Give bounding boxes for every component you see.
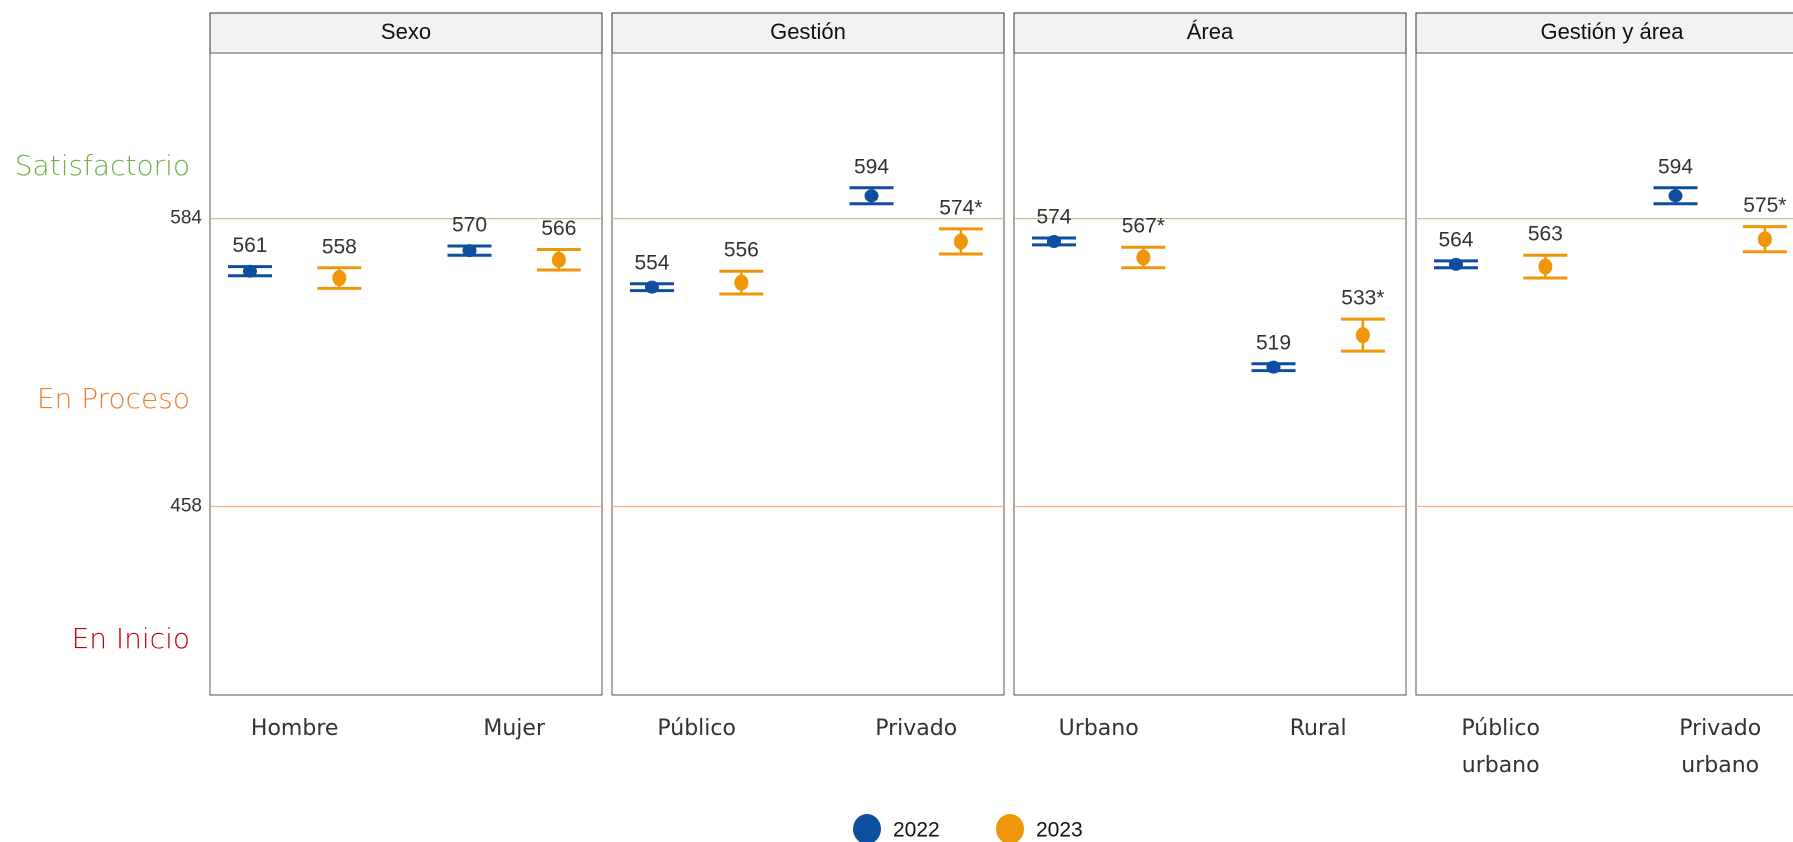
point — [644, 280, 659, 294]
panel-title: Área — [1187, 19, 1234, 44]
x-label-box: Hombre — [250, 716, 339, 741]
point — [864, 189, 879, 203]
data-label: 558 — [322, 235, 357, 258]
strip — [611, 12, 1005, 54]
level-label: En Proceso — [37, 382, 190, 415]
x-tick-label: Mujer — [483, 716, 545, 741]
strip — [1415, 12, 1793, 54]
data-label: 574 — [1036, 206, 1071, 229]
data-label: 556 — [724, 239, 759, 262]
x-tick-label: Público urbano — [1461, 716, 1540, 778]
x-label-box: Urbano — [1058, 716, 1139, 741]
point — [462, 244, 477, 258]
data-label: 594 — [1658, 155, 1693, 178]
point — [551, 251, 566, 268]
x-tick-label: Público — [657, 716, 736, 741]
strip — [209, 12, 603, 54]
x-tick-label: Privado urbano — [1679, 716, 1762, 778]
panel-title: Gestión — [770, 19, 846, 44]
point — [1136, 249, 1151, 266]
panel — [1415, 52, 1793, 696]
level-label: Satisfactorio — [15, 149, 190, 182]
data-label: 567* — [1122, 215, 1165, 238]
legend-label: 2022 — [893, 819, 940, 842]
data-label: 563 — [1528, 223, 1563, 246]
data-label: 566 — [541, 217, 576, 240]
data-label: 575* — [1743, 194, 1786, 217]
point — [242, 264, 257, 278]
data-label: 533* — [1341, 287, 1384, 310]
x-label-box: Público urbano — [1461, 716, 1540, 778]
legend-label: 2023 — [1036, 819, 1083, 842]
panel — [1013, 52, 1407, 696]
legend-swatch — [853, 814, 881, 842]
point — [1668, 189, 1683, 203]
x-label-box: Rural — [1289, 716, 1347, 741]
data-label: 554 — [634, 251, 669, 274]
point — [1757, 231, 1772, 248]
point — [332, 270, 347, 287]
legend-swatch — [996, 814, 1024, 842]
level-label: En Inicio — [72, 622, 190, 655]
data-label: 570 — [452, 214, 487, 237]
data-label: 594 — [854, 155, 889, 178]
x-tick-label: Privado — [875, 716, 958, 741]
panel — [611, 52, 1005, 696]
panel — [209, 52, 603, 696]
x-label-box: Público — [657, 716, 736, 741]
data-label: 574* — [939, 196, 982, 219]
panel-title: Sexo — [381, 19, 431, 44]
point — [1046, 234, 1061, 248]
point — [1266, 360, 1281, 374]
point — [953, 233, 968, 250]
y-tick-label: 584 — [170, 208, 202, 229]
data-label: 519 — [1256, 331, 1291, 354]
point — [1355, 327, 1370, 344]
point — [1448, 257, 1463, 271]
x-tick-label: Rural — [1289, 716, 1347, 741]
panel-title: Gestión y área — [1540, 19, 1684, 44]
point — [734, 274, 749, 291]
x-label-box: Privado — [875, 716, 958, 741]
x-label-box: Mujer — [483, 716, 545, 741]
x-tick-label: Hombre — [250, 716, 339, 741]
data-label: 564 — [1438, 228, 1473, 251]
data-label: 561 — [232, 234, 267, 257]
point — [1538, 258, 1553, 275]
y-tick-label: 458 — [170, 496, 202, 517]
x-label-box: Privado urbano — [1679, 716, 1762, 778]
x-tick-label: Urbano — [1058, 716, 1139, 741]
